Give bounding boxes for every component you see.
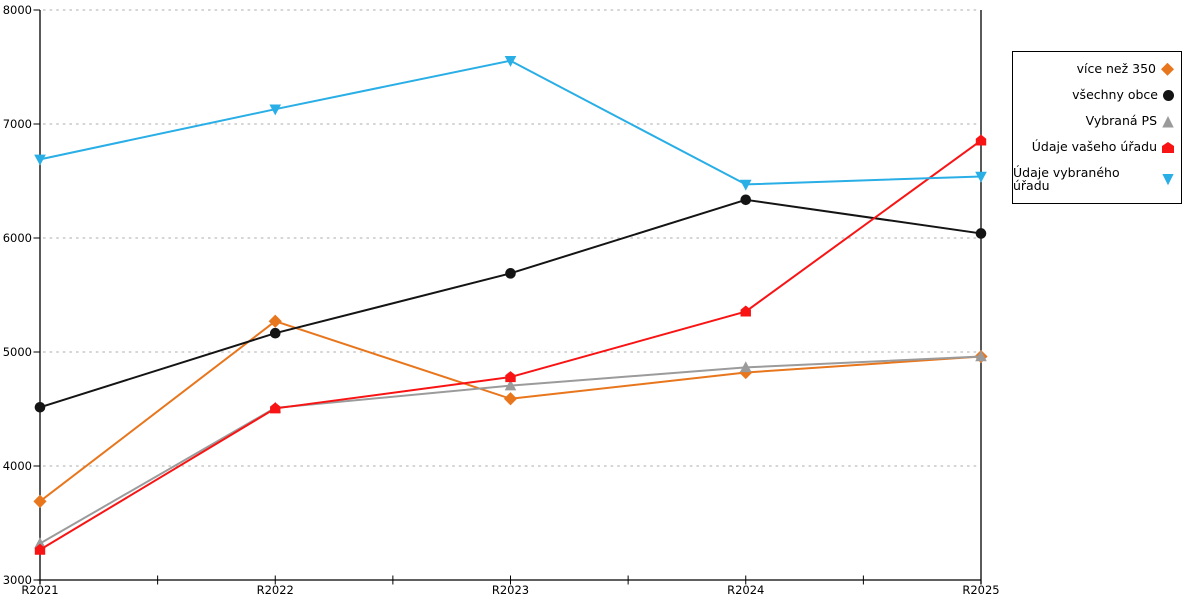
chart-legend: více než 350 všechny obce Vybraná PS Údaje …: [1012, 51, 1182, 204]
circle-marker-icon: [975, 228, 987, 239]
legend-item: více než 350: [1013, 61, 1181, 76]
circle-marker-icon: [34, 401, 46, 413]
circle-marker-icon: [269, 327, 281, 339]
pentagon-marker-icon: [34, 543, 46, 555]
y-axis-label: 8000: [3, 3, 32, 17]
pentagon-marker-icon: [505, 371, 516, 383]
triangle-up-marker-icon: [1162, 115, 1174, 128]
diamond-marker-icon: [1161, 62, 1174, 76]
x-axis-label: R2021: [21, 583, 58, 597]
circle-marker-icon: [1163, 90, 1174, 101]
triangle-down-marker-icon: [34, 154, 46, 166]
pentagon-marker-icon: [975, 134, 987, 146]
pentagon-marker-icon: [740, 305, 751, 317]
pentagon-marker-icon: [1162, 142, 1174, 153]
diamond-marker-icon: [503, 392, 518, 406]
series-line: [39, 320, 982, 503]
series-line: [39, 59, 982, 186]
triangle-down-marker-icon: [739, 179, 752, 191]
legend-item-label: Údaje vašeho úřadu: [1031, 139, 1157, 155]
y-axis-label: 5000: [3, 345, 32, 359]
y-axis-label: 4000: [3, 459, 32, 473]
y-axis-label: 7000: [3, 117, 32, 131]
x-axis-label: R2022: [257, 583, 294, 597]
legend-item: všechny obce: [1013, 89, 1181, 102]
legend-item-label: Údaje vybraného úřadu: [1013, 165, 1120, 193]
triangle-up-marker-icon: [739, 361, 752, 373]
triangle-up-marker-icon: [504, 379, 517, 391]
triangle-down-marker-icon: [975, 171, 987, 183]
triangle-down-marker-icon: [269, 104, 282, 116]
x-axis-label: R2024: [727, 583, 764, 597]
legend-item-label: všechny obce: [1072, 87, 1158, 103]
x-axis-label: R2023: [492, 583, 529, 597]
circle-marker-icon: [740, 194, 752, 206]
legend-item: Údaje vašeho úřadu: [1013, 141, 1181, 154]
triangle-up-marker-icon: [975, 350, 987, 362]
circle-marker-icon: [505, 268, 516, 279]
series-line: [39, 139, 982, 551]
diamond-marker-icon: [268, 314, 282, 328]
triangle-down-marker-icon: [1162, 173, 1174, 186]
legend-item-label: Vybraná PS: [1085, 113, 1157, 129]
diamond-marker-icon: [33, 494, 47, 508]
y-axis-label: 3000: [3, 573, 32, 587]
legend-item-label: více než 350: [1076, 61, 1156, 76]
legend-item: Údaje vybraného úřadu: [1013, 167, 1181, 192]
y-axis-label: 6000: [3, 231, 32, 245]
x-axis-label: R2025: [962, 583, 999, 597]
triangle-down-marker-icon: [504, 56, 517, 67]
legend-item: Vybraná PS: [1013, 115, 1181, 128]
pentagon-marker-icon: [270, 402, 281, 414]
triangle-up-marker-icon: [34, 537, 46, 549]
